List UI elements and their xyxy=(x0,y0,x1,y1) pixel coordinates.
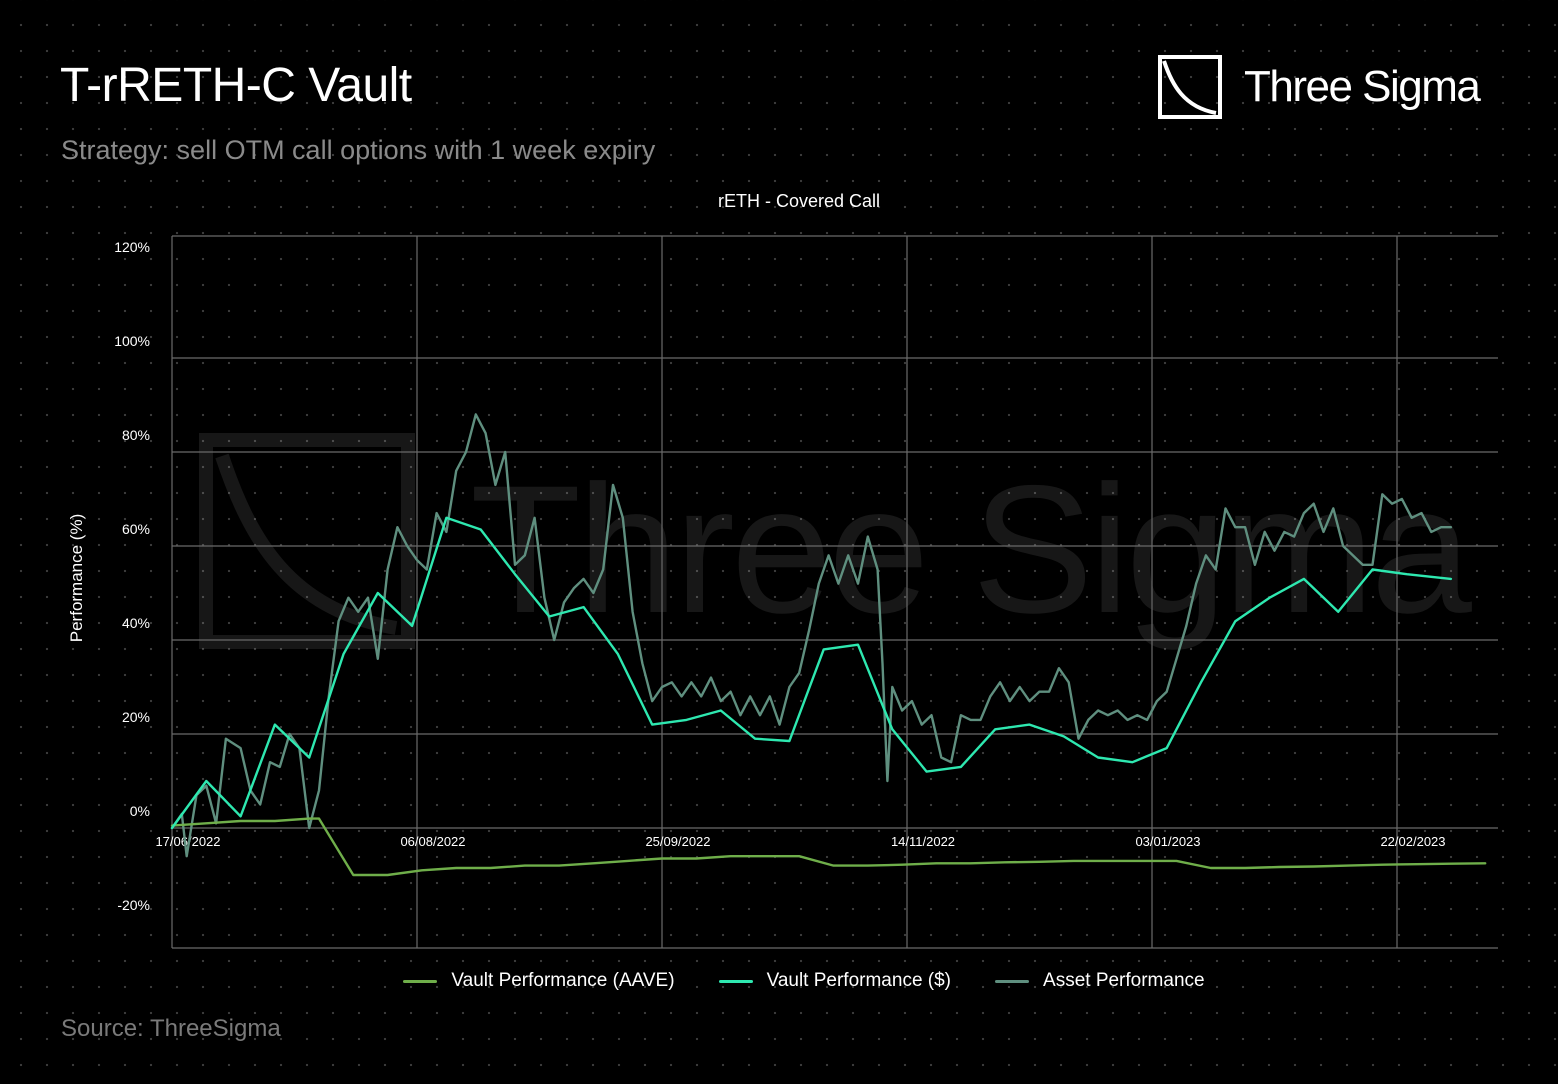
y-tick-label: 100% xyxy=(114,333,150,349)
y-tick-label: 40% xyxy=(122,615,150,631)
series-line-asset-performance xyxy=(170,413,1453,858)
x-tick-label: 25/09/2022 xyxy=(645,834,710,849)
x-tick-label: 22/02/2023 xyxy=(1380,834,1445,849)
watermark-logo-mark xyxy=(199,433,415,649)
source-caption: Source: ThreeSigma xyxy=(61,1015,281,1042)
legend-item: Vault Performance ($) xyxy=(718,970,952,992)
chart-title: rETH - Covered Call xyxy=(718,191,880,211)
x-tick-label: 06/08/2022 xyxy=(400,834,465,849)
y-tick-label: 80% xyxy=(122,427,150,443)
legend-swatch xyxy=(718,979,753,983)
y-tick-label: 0% xyxy=(130,803,150,819)
legend-item: Vault Performance (AAVE) xyxy=(403,970,675,992)
legend-swatch xyxy=(995,979,1030,983)
page-subtitle: Strategy: sell OTM call options with 1 w… xyxy=(61,135,656,165)
y-axis-label: Performance (%) xyxy=(67,514,86,642)
logo-text: Three Sigma xyxy=(1244,62,1481,111)
y-tick-label: 20% xyxy=(122,709,150,725)
chart-legend: Vault Performance (AAVE) Vault Performanc… xyxy=(0,970,1558,992)
series-line-vault-performance-aave xyxy=(170,817,1487,877)
brand-logo: Three Sigma xyxy=(1158,55,1481,119)
legend-label: Asset Performance xyxy=(1043,970,1205,991)
series-line-vault-performance xyxy=(170,516,1453,830)
legend-label: Vault Performance (AAVE) xyxy=(451,970,675,991)
watermark-text: Three Sigma xyxy=(470,447,1473,651)
legend-swatch xyxy=(403,979,438,983)
watermark: Three Sigma xyxy=(199,433,1477,651)
y-tick-label: 60% xyxy=(122,521,150,537)
three-sigma-logo-icon xyxy=(1158,55,1222,119)
legend-label: Vault Performance ($) xyxy=(766,970,952,991)
y-tick-label: -20% xyxy=(117,897,150,913)
legend-item: Asset Performance xyxy=(995,970,1205,992)
watermark-logo-curve xyxy=(215,453,398,635)
x-tick-label: 03/01/2023 xyxy=(1135,834,1200,849)
page-title: T-rRETH-C Vault xyxy=(60,59,412,112)
x-tick-label: 14/11/2022 xyxy=(891,834,955,849)
y-tick-label: 120% xyxy=(114,239,150,255)
